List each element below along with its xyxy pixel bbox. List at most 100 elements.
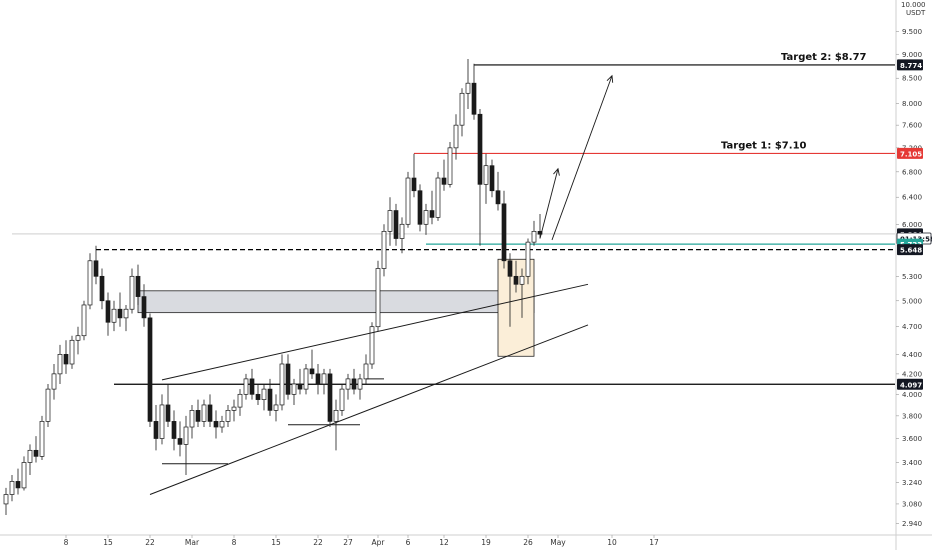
candle-body bbox=[351, 378, 357, 390]
price-tick-label: 9.500 bbox=[902, 28, 922, 36]
candle-body bbox=[501, 203, 507, 262]
candle-body bbox=[189, 410, 195, 428]
candle-body bbox=[15, 481, 21, 489]
price-tick-label: 4.000 bbox=[902, 391, 922, 399]
candle-body bbox=[495, 190, 501, 205]
candle-body bbox=[231, 406, 237, 411]
candle-body bbox=[255, 393, 261, 400]
time-tick-label: 19 bbox=[481, 538, 491, 547]
candle-body bbox=[57, 354, 63, 375]
price-tick-label: 2.940 bbox=[902, 520, 922, 528]
candle-body bbox=[483, 165, 489, 185]
candle-body bbox=[375, 268, 381, 328]
candle-body bbox=[105, 300, 111, 323]
time-tick-label: May bbox=[550, 538, 566, 547]
candle-body bbox=[183, 426, 189, 445]
candle-body bbox=[285, 363, 291, 395]
candle-body bbox=[129, 275, 135, 310]
candle-body bbox=[21, 462, 27, 489]
candle-body bbox=[315, 373, 321, 385]
candle-body bbox=[363, 363, 369, 380]
arrow-head-1 bbox=[606, 74, 614, 83]
candle-body bbox=[453, 124, 459, 149]
candle-body bbox=[369, 326, 375, 365]
candle-body bbox=[303, 368, 309, 390]
candle-body bbox=[507, 260, 513, 277]
price-label-box bbox=[897, 378, 923, 390]
drawings-layer bbox=[149, 74, 614, 495]
candle-body bbox=[177, 438, 183, 445]
price-axis[interactable]: 10.000USDT9.5009.0008.5008.0007.6007.200… bbox=[895, 0, 932, 550]
price-label-dark: 4.097 bbox=[900, 381, 922, 389]
candle-body bbox=[237, 393, 243, 408]
candle-body bbox=[165, 404, 171, 422]
candle-body bbox=[477, 113, 483, 185]
trendline-1 bbox=[161, 283, 589, 381]
time-tick-label: 17 bbox=[649, 538, 659, 547]
arrow-head-0 bbox=[553, 167, 560, 176]
levels-layer bbox=[12, 64, 895, 385]
price-tick-label: 3.240 bbox=[902, 479, 922, 487]
price-tick-label: 5.000 bbox=[902, 297, 922, 305]
price-tick-label: 3.800 bbox=[902, 412, 922, 420]
candle-body bbox=[81, 304, 87, 337]
candle-body bbox=[333, 410, 339, 422]
candle-body bbox=[69, 339, 75, 365]
price-label-dark: 8.774 bbox=[900, 62, 922, 70]
candle-body bbox=[345, 378, 351, 390]
time-tick-label: 8 bbox=[232, 538, 237, 547]
candle-body bbox=[75, 335, 81, 341]
time-tick-label: Mar bbox=[185, 538, 200, 547]
candle-body bbox=[465, 82, 471, 94]
candle-body bbox=[471, 82, 477, 115]
candle-body bbox=[513, 275, 519, 285]
candle-body bbox=[249, 378, 255, 395]
candle-body bbox=[93, 260, 99, 277]
candle-body bbox=[111, 308, 117, 323]
candle-body bbox=[447, 147, 453, 185]
candle-body bbox=[291, 383, 297, 395]
candle-body bbox=[525, 241, 531, 277]
time-tick-label: 26 bbox=[523, 538, 533, 547]
price-label-box bbox=[897, 59, 923, 71]
price-tick-label: 4.700 bbox=[902, 323, 922, 331]
price-tick-label: 6.000 bbox=[902, 221, 922, 229]
candle-body bbox=[117, 308, 123, 319]
price-tick-label: 7.600 bbox=[902, 122, 922, 130]
candle-body bbox=[87, 260, 93, 306]
candle-body bbox=[537, 230, 543, 235]
price-tick-label: 6.400 bbox=[902, 194, 922, 202]
candle-body bbox=[267, 388, 273, 411]
candle-body bbox=[393, 210, 399, 239]
candle-body bbox=[411, 177, 417, 192]
time-tick-label: 22 bbox=[145, 538, 155, 547]
candle-body bbox=[417, 190, 423, 225]
candle-body bbox=[357, 378, 363, 390]
time-tick-label: 15 bbox=[271, 538, 281, 547]
candle-body bbox=[531, 230, 537, 243]
candle-body bbox=[3, 494, 9, 505]
target-arrow-1 bbox=[551, 75, 613, 241]
time-tick-label: 22 bbox=[313, 538, 323, 547]
time-tick-label: 8 bbox=[64, 538, 69, 547]
candle-body bbox=[519, 275, 525, 285]
candle-body bbox=[489, 165, 495, 192]
candle-body bbox=[39, 421, 45, 457]
price-label-red: 7.105 bbox=[900, 150, 922, 158]
candle-body bbox=[459, 92, 465, 126]
candle-body bbox=[273, 404, 279, 411]
candle-body bbox=[381, 230, 387, 269]
candle-body bbox=[153, 421, 159, 439]
time-tick-label: 27 bbox=[343, 538, 353, 547]
candle-body bbox=[213, 421, 219, 428]
price-tick-label: 8.500 bbox=[902, 75, 922, 83]
target-arrow-0 bbox=[539, 168, 559, 239]
candle-body bbox=[423, 210, 429, 225]
time-axis[interactable]: 8 15 22 Mar 8 15 22 27 Apr 6 12 19 26 May 10 17 bbox=[0, 534, 932, 547]
candle-body bbox=[51, 373, 57, 390]
time-tick-label: 15 bbox=[103, 538, 113, 547]
candle-body bbox=[27, 449, 33, 463]
price-tick-label: 5.300 bbox=[902, 273, 922, 281]
candle-body bbox=[207, 404, 213, 422]
